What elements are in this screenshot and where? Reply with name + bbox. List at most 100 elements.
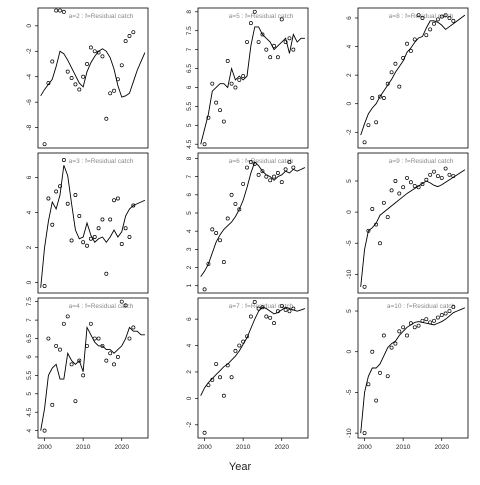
- observed-point: [291, 306, 296, 311]
- panel-7: a=4 : f=Residual catch 4 4.5 5 5.5 6 6.5 7 7.5 20…: [26, 297, 149, 451]
- y-tick-label: 4: [26, 210, 33, 214]
- observed-point: [272, 321, 276, 326]
- observed-point: [65, 314, 70, 319]
- observed-point: [447, 172, 452, 177]
- observed-point: [287, 309, 292, 314]
- observed-point: [54, 343, 59, 348]
- observed-point: [408, 321, 413, 326]
- observed-point: [96, 226, 101, 231]
- observed-point: [58, 8, 62, 13]
- observed-point: [214, 362, 219, 366]
- observed-point: [100, 54, 105, 59]
- observed-point: [202, 430, 207, 435]
- observed-point: [225, 216, 230, 221]
- observed-point: [104, 271, 109, 276]
- observed-point: [218, 108, 222, 113]
- observed-point: [42, 142, 47, 147]
- observed-point: [115, 354, 120, 359]
- panels-layer: a=2 : f=Residual catch -8 -6 -4 -2 0 a=5 : f=R…: [26, 7, 469, 451]
- observed-point: [65, 69, 70, 74]
- panel-frame: [357, 152, 469, 294]
- observed-point: [420, 318, 425, 323]
- panel-2: a=5 : f=Residual catch 4.5 5 5.5 6 6.5 7 7.5 8: [186, 7, 309, 149]
- observed-point: [42, 284, 47, 288]
- observed-point: [393, 61, 398, 66]
- observed-point: [225, 363, 230, 368]
- observed-point: [104, 116, 109, 121]
- observed-point: [123, 303, 128, 308]
- observed-point: [88, 321, 93, 326]
- observed-point: [443, 311, 448, 316]
- observed-point: [119, 63, 124, 68]
- x-tick-label: 2000: [37, 444, 52, 451]
- y-tick-label: 2: [26, 245, 33, 249]
- observed-point: [46, 336, 51, 341]
- observed-point: [370, 207, 375, 211]
- y-tick-label: 6: [186, 317, 193, 321]
- y-tick-label: 0: [346, 102, 353, 106]
- y-tick-label: -8: [26, 124, 33, 130]
- observed-point: [214, 100, 219, 105]
- observed-point: [408, 180, 413, 185]
- observed-point: [275, 171, 280, 175]
- panel-5: a=6 : f=Residual catch 1 2 3 4 5 6 7 8: [186, 152, 309, 294]
- observed-point: [58, 347, 62, 352]
- observed-point: [283, 307, 288, 312]
- observed-point: [81, 373, 86, 378]
- panel-4: a=3 : f=Residual catch 0 2 4 6: [26, 152, 149, 294]
- observed-point: [401, 185, 406, 190]
- observed-point: [362, 431, 367, 436]
- observed-point: [81, 74, 86, 79]
- observed-point: [96, 50, 101, 55]
- observed-point: [50, 59, 55, 64]
- observed-point: [85, 62, 89, 66]
- observed-point: [401, 56, 406, 60]
- y-tick-label: 6: [346, 16, 353, 20]
- observed-point: [229, 192, 234, 197]
- observed-point: [420, 182, 425, 187]
- panel-1: a=2 : f=Residual catch -8 -6 -4 -2 0: [26, 7, 149, 149]
- observed-point: [248, 314, 253, 319]
- observed-point: [115, 77, 120, 82]
- panel-frame: [197, 152, 309, 294]
- y-tick-label: 2: [186, 265, 193, 269]
- y-tick-label: 7: [186, 174, 193, 178]
- observed-point: [252, 9, 257, 14]
- observed-point: [100, 217, 105, 222]
- observed-point: [416, 13, 421, 18]
- observed-point: [268, 315, 273, 320]
- fitted-line: [200, 161, 306, 277]
- y-tick-label: -2: [346, 129, 353, 135]
- observed-point: [54, 189, 59, 194]
- observed-point: [385, 81, 390, 86]
- observed-point: [268, 178, 273, 183]
- observed-point: [420, 16, 425, 20]
- observed-point: [210, 227, 215, 232]
- observed-point: [397, 191, 402, 196]
- observed-point: [366, 382, 371, 387]
- observed-point: [112, 88, 116, 93]
- observed-point: [100, 343, 105, 348]
- observed-point: [451, 18, 456, 23]
- panel-frame: [37, 152, 149, 294]
- observed-point: [46, 81, 51, 86]
- panel-3: a=8 : f=Residual catch -2 0 2 4 6: [346, 7, 469, 149]
- observed-point: [69, 362, 74, 367]
- observed-point: [108, 91, 113, 96]
- observed-point: [439, 175, 444, 180]
- panel-frame: [357, 7, 469, 149]
- observed-point: [397, 329, 402, 334]
- y-tick-label: 5.5: [26, 370, 33, 379]
- observed-point: [279, 17, 284, 22]
- observed-point: [447, 16, 452, 20]
- observed-point: [428, 172, 433, 177]
- observed-point: [389, 188, 394, 193]
- y-tick-label: 5: [26, 392, 33, 396]
- observed-point: [127, 235, 132, 239]
- observed-point: [218, 375, 222, 380]
- y-tick-label: 0: [346, 350, 353, 354]
- observed-point: [131, 325, 136, 330]
- y-tick-label: 4: [26, 428, 33, 432]
- panel-frame: [357, 297, 469, 439]
- observed-point: [77, 214, 82, 218]
